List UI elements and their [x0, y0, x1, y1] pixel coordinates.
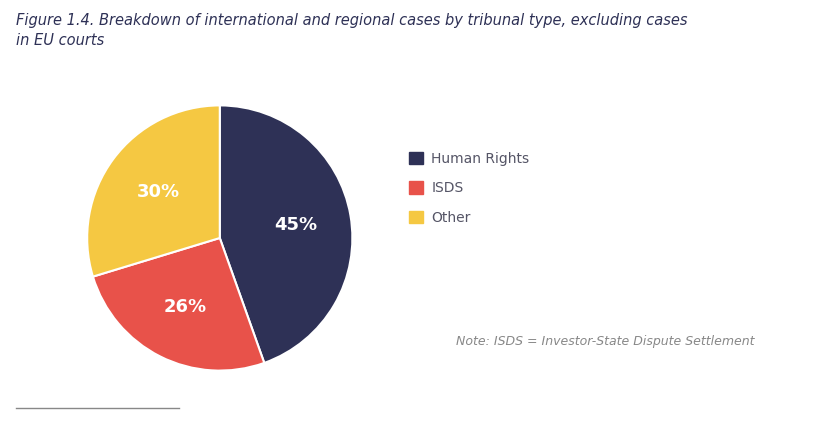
Legend: Human Rights, ISDS, Other: Human Rights, ISDS, Other	[409, 152, 529, 224]
Wedge shape	[87, 105, 220, 277]
Text: 26%: 26%	[164, 298, 207, 316]
Wedge shape	[93, 238, 265, 371]
Text: Note: ISDS = Investor-State Dispute Settlement: Note: ISDS = Investor-State Dispute Sett…	[456, 335, 755, 348]
Text: 45%: 45%	[274, 216, 317, 234]
Text: 30%: 30%	[137, 183, 180, 201]
Wedge shape	[220, 105, 352, 363]
Text: Figure 1.4. Breakdown of international and regional cases by tribunal type, excl: Figure 1.4. Breakdown of international a…	[16, 13, 688, 48]
